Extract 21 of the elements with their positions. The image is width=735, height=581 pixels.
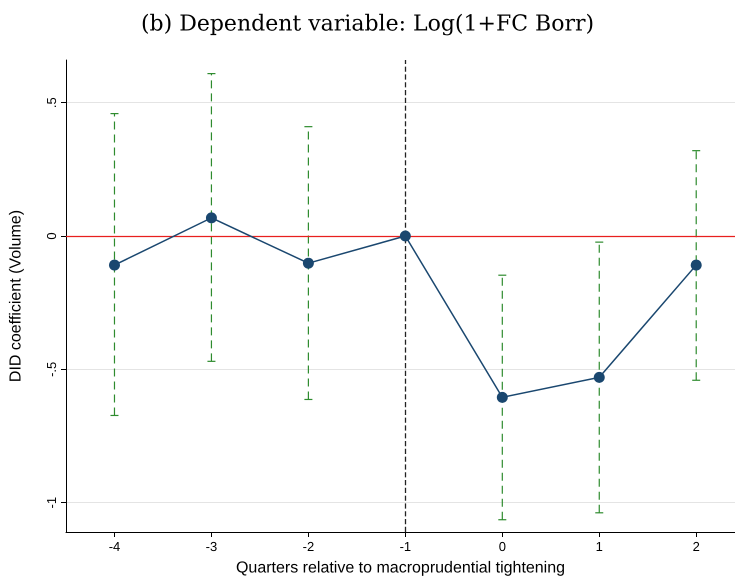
x-tick-label: 1: [596, 539, 603, 554]
chart-title: (b) Dependent variable: Log(1+FC Borr): [140, 12, 594, 36]
y-tick-label: .5: [44, 97, 59, 108]
point: [690, 260, 702, 271]
point: [496, 392, 508, 403]
y-tick-label: 0: [44, 232, 59, 240]
x-axis-title: Quarters relative to macroprudential tightening: [236, 560, 566, 576]
y-tick-label: -.5: [44, 362, 59, 377]
y-axis-title: DID coefficient (Volume): [8, 210, 24, 382]
x-tick-label: 0: [498, 539, 506, 554]
point: [206, 212, 217, 224]
point: [400, 230, 411, 242]
y-tick-label: -1: [44, 496, 59, 508]
x-tick-label: -3: [206, 539, 218, 554]
point: [594, 372, 605, 383]
point: [108, 260, 120, 271]
x-tick-label: -2: [302, 539, 314, 554]
x-tick-label: 2: [692, 539, 700, 554]
x-tick-label: -1: [400, 539, 412, 554]
x-tick-label: -4: [108, 539, 120, 554]
point: [302, 258, 314, 269]
